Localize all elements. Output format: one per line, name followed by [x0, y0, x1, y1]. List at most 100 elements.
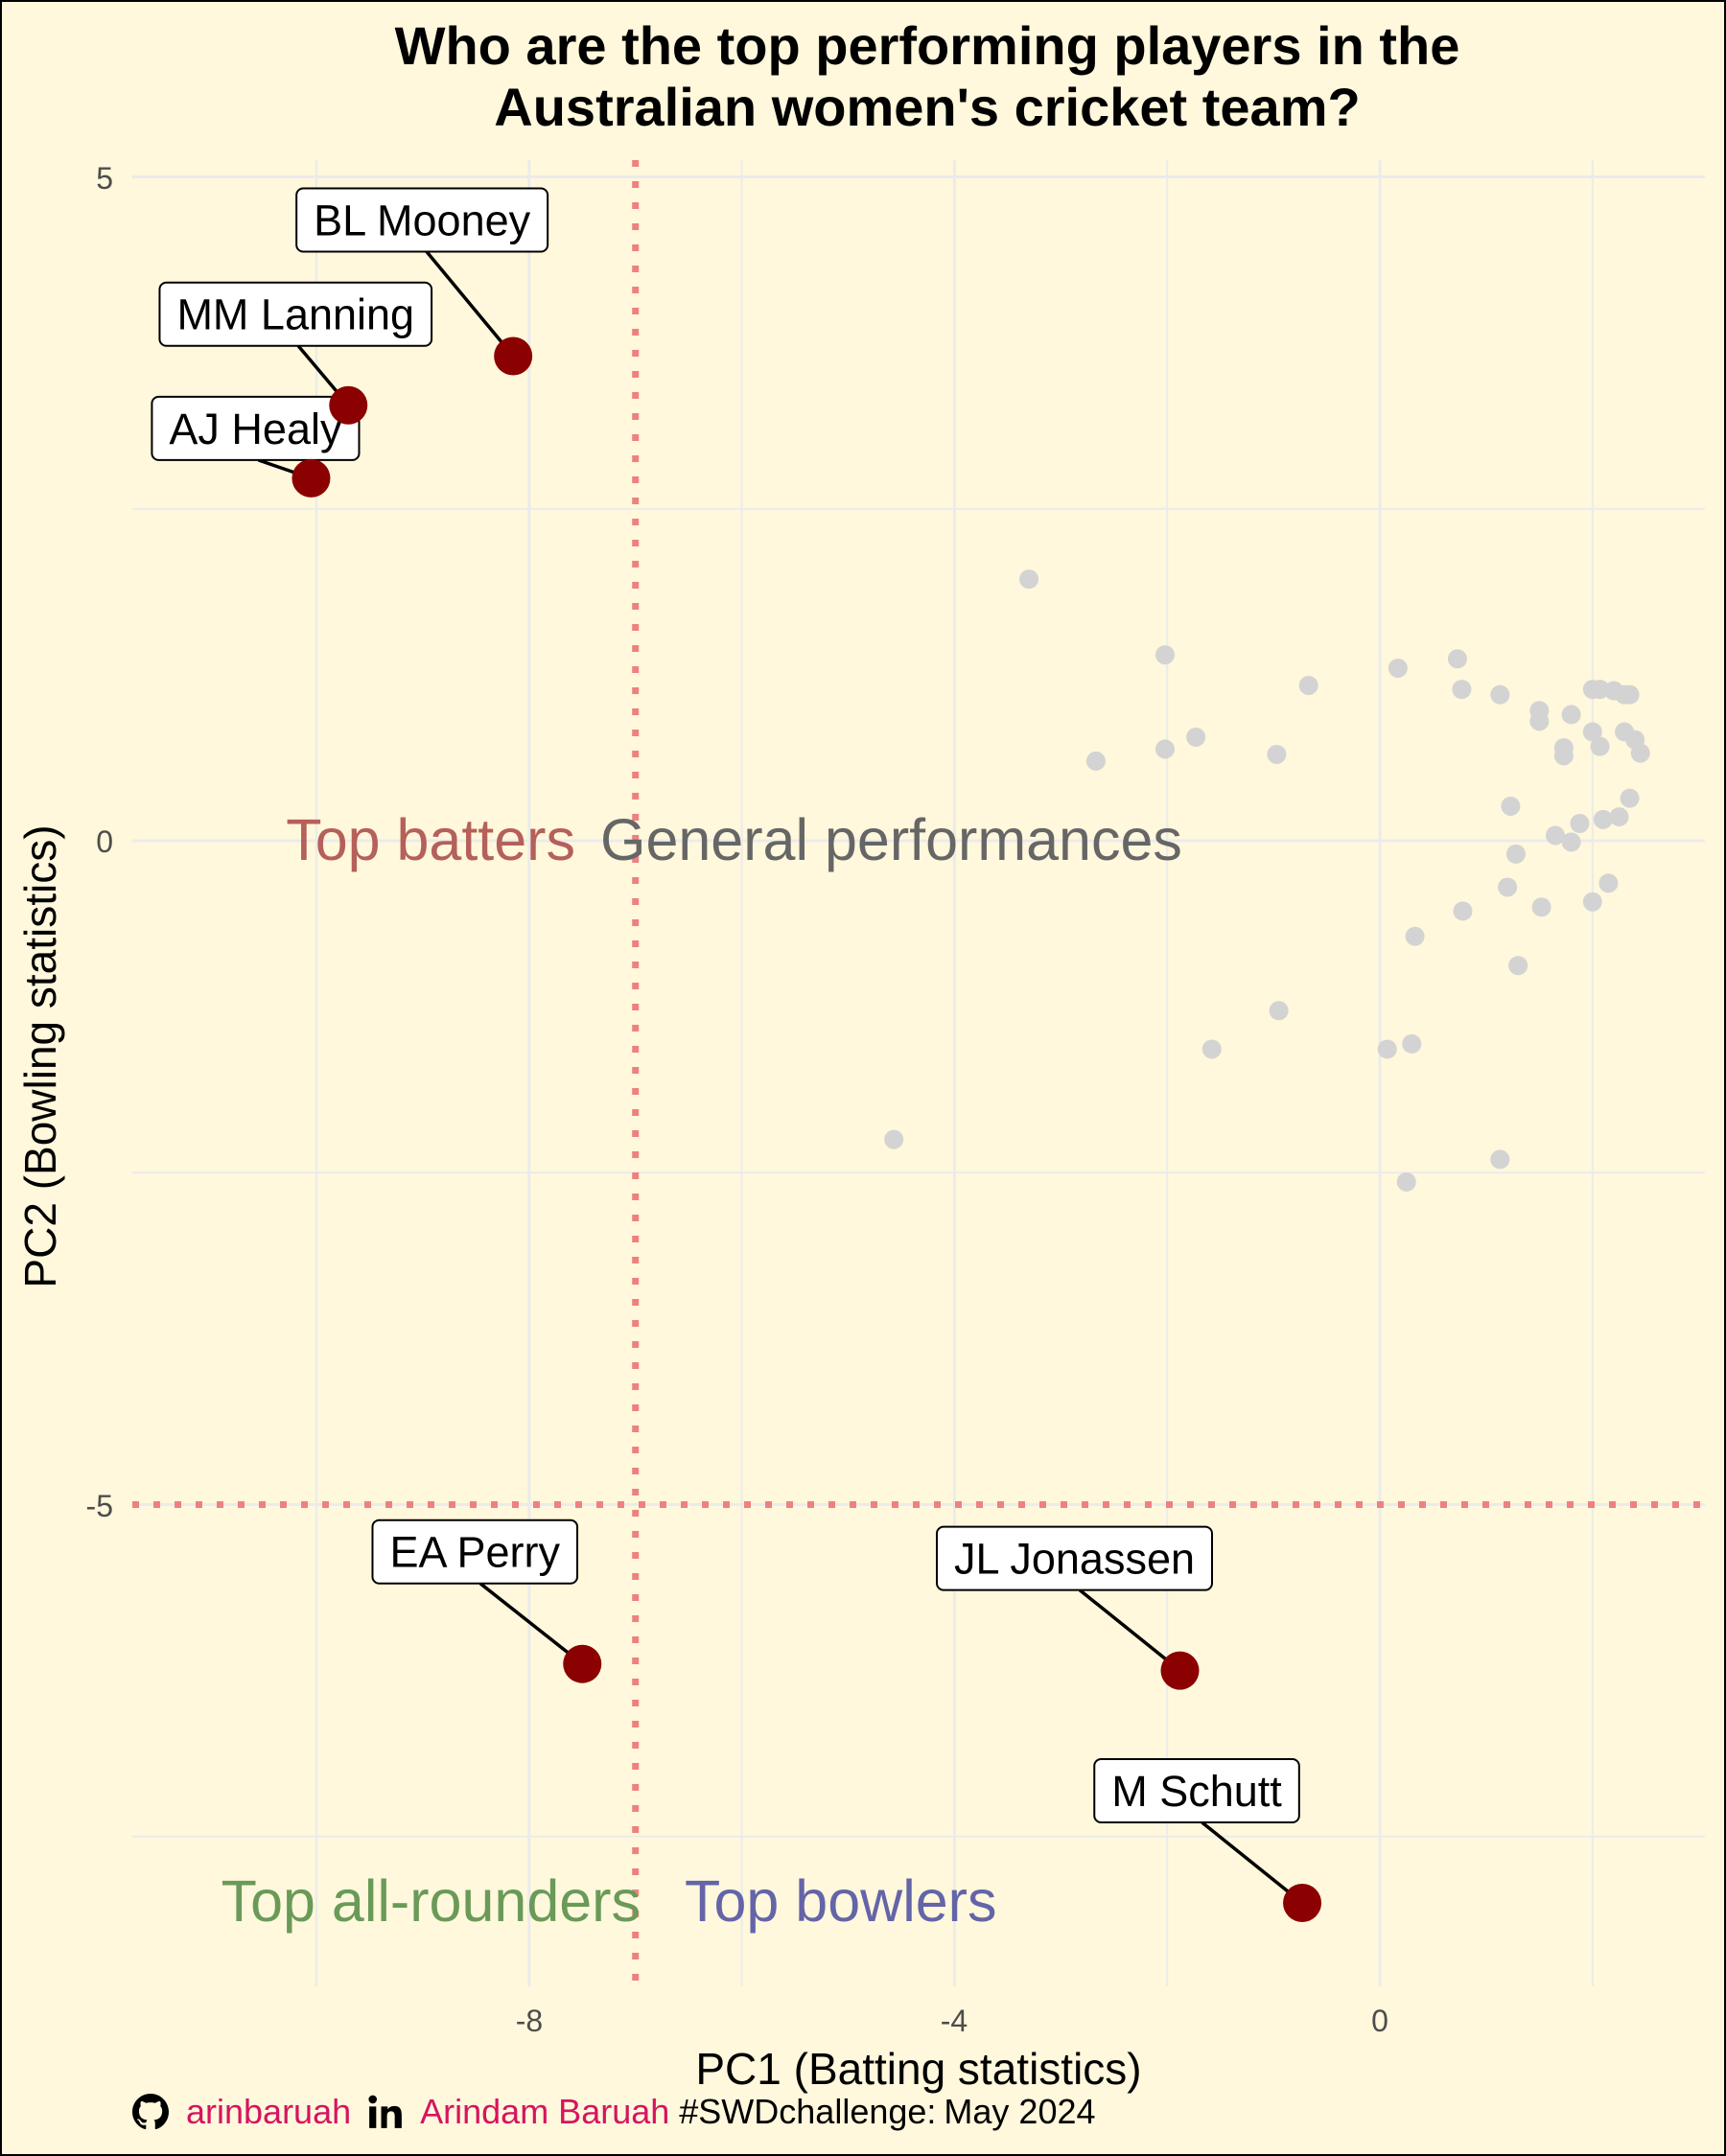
player-point	[1609, 807, 1629, 827]
y-tick-label: 0	[96, 824, 113, 859]
player-point	[1388, 658, 1408, 678]
player-label-text: MM Lanning	[176, 290, 414, 339]
quadrant-label-top-bowlers: Top bowlers	[685, 1868, 997, 1934]
player-point	[1620, 788, 1640, 808]
player-label-box	[151, 395, 361, 461]
player-point	[1508, 956, 1528, 976]
y-tick-label: 5	[96, 161, 113, 196]
other-players-points	[884, 569, 1650, 1192]
top-players-points	[292, 336, 1322, 1922]
player-point	[1505, 844, 1526, 864]
player-label-leader	[478, 1582, 584, 1666]
player-point	[1201, 1039, 1222, 1059]
player-point	[1501, 796, 1521, 816]
x-tick-label: -8	[516, 2004, 543, 2038]
github-handle: arinbaruah	[186, 2092, 352, 2131]
player-point	[1186, 727, 1206, 747]
player-point	[1582, 892, 1602, 912]
player-label-leader	[425, 250, 515, 358]
player-point	[1490, 1149, 1510, 1170]
chart-title-line-1: Who are the top performing players in th…	[394, 15, 1460, 76]
player-point	[1545, 825, 1565, 846]
player-point	[1267, 744, 1287, 764]
player-point	[1490, 684, 1510, 705]
reference-lines	[132, 160, 1705, 1986]
player-point	[1453, 901, 1473, 921]
x-tick-label: -4	[941, 2004, 968, 2038]
player-point	[1498, 877, 1518, 897]
x-tick-label: 0	[1371, 2004, 1388, 2038]
player-point	[1085, 751, 1106, 771]
player-point	[1561, 705, 1581, 725]
player-point	[1269, 1001, 1289, 1021]
chart-title: Who are the top performing players in th…	[2, 15, 1726, 138]
player-label: BL Mooney	[295, 187, 549, 358]
player-point	[1598, 873, 1619, 893]
player-label-text: JL Jonassen	[954, 1535, 1195, 1584]
player-point	[1593, 809, 1613, 829]
quadrant-label-general-performances: General performances	[600, 807, 1182, 872]
player-label: AJ Healy	[151, 395, 361, 480]
player-label-box	[158, 281, 433, 347]
player-point	[1570, 813, 1590, 833]
player-point	[1402, 1033, 1422, 1054]
player-label-box	[1093, 1758, 1300, 1823]
player-point	[884, 1129, 904, 1149]
player-label: JL Jonassen	[936, 1525, 1214, 1672]
github-icon	[132, 2094, 169, 2130]
player-label-text: AJ Healy	[169, 405, 342, 453]
x-axis-title: PC1 (Batting statistics)	[695, 2044, 1141, 2094]
quadrant-labels: Top batters General performances Top all…	[222, 807, 1182, 1934]
top-player-point	[1283, 1884, 1322, 1922]
player-label-box	[371, 1518, 579, 1585]
linkedin-name: Arindam Baruah	[420, 2092, 670, 2131]
player-point	[1396, 1171, 1416, 1192]
player-point	[1590, 680, 1610, 700]
top-player-point	[329, 385, 368, 425]
challenge-hashtag: #SWDchallenge:	[679, 2092, 937, 2131]
player-point	[1452, 680, 1472, 700]
challenge-date: May 2024	[944, 2092, 1096, 2131]
player-point	[1298, 675, 1318, 695]
player-label-leader	[1078, 1588, 1181, 1672]
top-player-point	[494, 336, 533, 376]
quadrant-label-top-all-rounders: Top all-rounders	[222, 1868, 641, 1934]
player-point	[1377, 1039, 1397, 1059]
player-point	[1561, 832, 1581, 852]
y-tick-label: -5	[86, 1489, 113, 1523]
player-point	[1630, 743, 1650, 763]
player-point	[1531, 897, 1551, 917]
player-labels: BL Mooney MM Lanning AJ Healy EA Perry JL Jo…	[151, 187, 1304, 1905]
caption: arinbaruah Arindam Baruah #SWDchallenge:…	[132, 2092, 1096, 2132]
player-point	[1019, 569, 1039, 590]
player-label-text: M Schutt	[1111, 1767, 1282, 1816]
chart-title-line-2: Australian women's cricket team?	[494, 77, 1361, 137]
player-label-text: BL Mooney	[314, 196, 530, 244]
player-point	[1553, 746, 1574, 766]
player-point	[1620, 684, 1640, 705]
axis-ticks: -8 -4 0 5 0 -5	[86, 161, 1388, 2038]
quadrant-label-top-batters: Top batters	[286, 807, 575, 872]
player-point	[1155, 645, 1175, 665]
grid-lines	[132, 160, 1705, 1986]
player-point	[1590, 736, 1610, 756]
player-point	[1447, 649, 1467, 669]
player-label-leader	[1201, 1820, 1304, 1905]
player-label-box	[295, 187, 549, 253]
player-label-box	[936, 1525, 1214, 1591]
player-label: MM Lanning	[158, 281, 433, 406]
player-point	[1582, 722, 1602, 742]
y-axis-title: PC2 (Bowling statistics)	[15, 824, 65, 1287]
top-player-point	[1160, 1651, 1200, 1690]
player-label: EA Perry	[371, 1518, 584, 1666]
player-label: M Schutt	[1093, 1758, 1304, 1905]
player-point	[1405, 926, 1425, 946]
player-label-text: EA Perry	[389, 1528, 560, 1577]
top-player-point	[292, 458, 331, 498]
linkedin-icon	[368, 2095, 402, 2128]
player-point	[1155, 739, 1175, 759]
top-player-point	[563, 1644, 602, 1683]
player-point	[1529, 711, 1550, 731]
